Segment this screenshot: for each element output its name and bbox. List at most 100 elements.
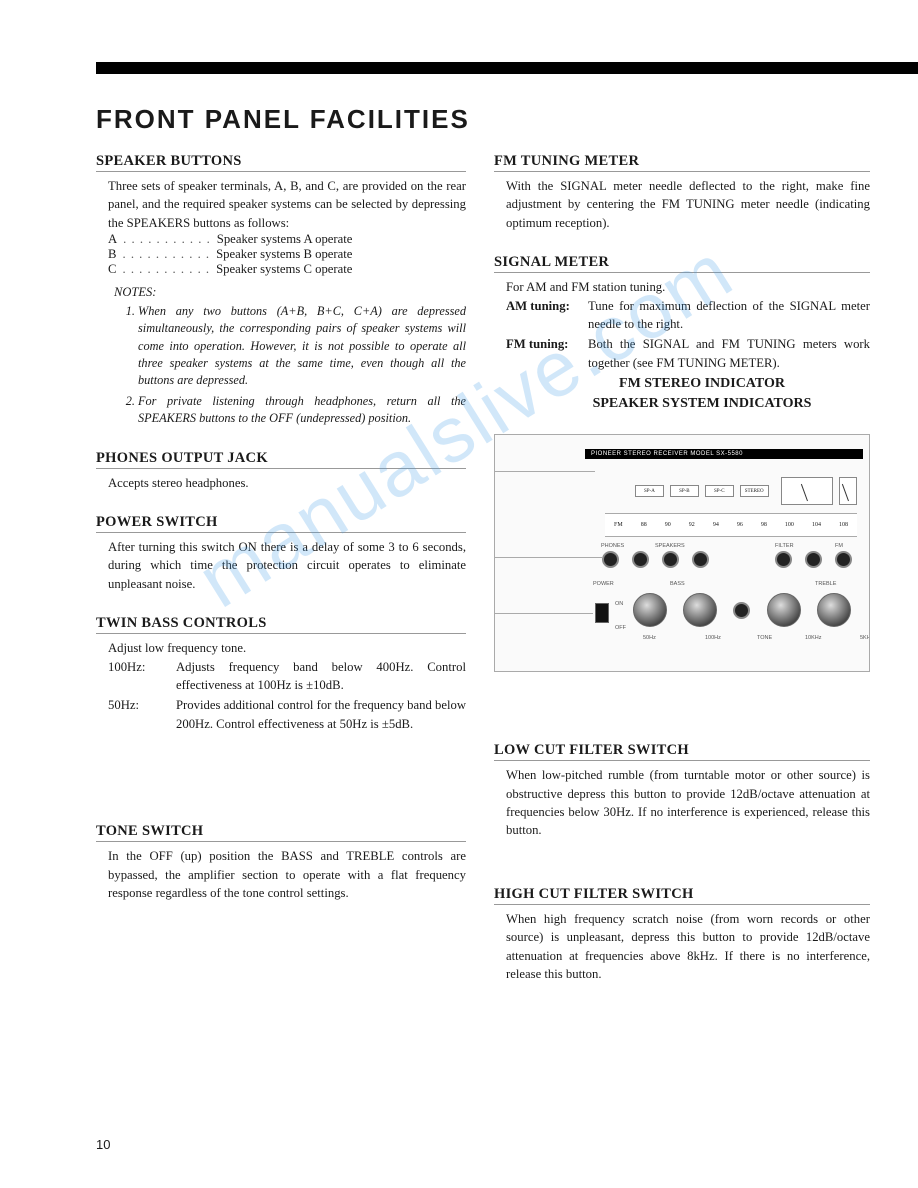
dial-label: FM bbox=[614, 522, 623, 528]
kv-val: Provides additional control for the freq… bbox=[176, 696, 466, 733]
section-fm-tuning: FM TUNING METER With the SIGNAL meter ne… bbox=[494, 153, 870, 232]
label-power: POWER bbox=[593, 581, 614, 587]
power-switch-icon bbox=[595, 603, 609, 623]
dial-tick: 100 bbox=[785, 522, 794, 528]
signal-meter-icon bbox=[781, 477, 833, 505]
note-1: When any two buttons (A+B, B+C, C+A) are… bbox=[138, 303, 466, 389]
kv-key: 100Hz: bbox=[108, 658, 166, 695]
dial-tick: 98 bbox=[761, 522, 767, 528]
dial-tick: 88 bbox=[641, 522, 647, 528]
body-low-cut: When low-pitched rumble (from turntable … bbox=[494, 766, 870, 840]
twin-bass-50hz: 50Hz: Provides additional control for th… bbox=[96, 696, 466, 733]
heading-high-cut: HIGH CUT FILTER SWITCH bbox=[494, 886, 870, 905]
small-knob-row bbox=[595, 551, 859, 568]
fm-tuning-row: FM tuning: Both the SIGNAL and FM TUNING… bbox=[494, 335, 870, 372]
section-power: POWER SWITCH After turning this switch O… bbox=[96, 514, 466, 593]
label-speakers: SPEAKERS bbox=[655, 543, 685, 549]
tone-switch-icon bbox=[733, 602, 750, 619]
section-speaker-buttons: SPEAKER BUTTONS Three sets of speaker te… bbox=[96, 153, 466, 428]
speaker-btn-a bbox=[632, 551, 649, 568]
big-knob-row bbox=[625, 593, 859, 627]
indicator-sp-b: SP-B bbox=[670, 485, 699, 497]
fm-muting-btn bbox=[835, 551, 852, 568]
label-filter: FILTER bbox=[775, 543, 794, 549]
label-a: A bbox=[108, 232, 117, 247]
dots bbox=[122, 262, 210, 277]
treble-5khz-knob bbox=[817, 593, 851, 627]
label-b: B bbox=[108, 247, 116, 262]
heading-signal-meter: SIGNAL METER bbox=[494, 254, 870, 273]
dial-tick: 94 bbox=[713, 522, 719, 528]
treble-10khz-knob bbox=[767, 593, 801, 627]
body-fm-tuning: With the SIGNAL meter needle deflected t… bbox=[494, 177, 870, 232]
value-b: Speaker systems B operate bbox=[216, 247, 352, 262]
receiver-diagram: PIONEER STEREO RECEIVER MODEL SX-5580 SP… bbox=[494, 434, 870, 672]
kv-key: FM tuning: bbox=[506, 335, 578, 372]
indicator-row: SP-A SP-B SP-C STEREO bbox=[635, 479, 857, 503]
speaker-row-b: B Speaker systems B operate bbox=[96, 247, 466, 262]
leader-line bbox=[495, 613, 593, 614]
body-signal-meter: For AM and FM station tuning. bbox=[494, 278, 870, 296]
subheading-speaker-indicators: SPEAKER SYSTEM INDICATORS bbox=[534, 396, 870, 412]
dial-tick: 104 bbox=[812, 522, 821, 528]
left-column: SPEAKER BUTTONS Three sets of speaker te… bbox=[96, 153, 466, 1006]
section-phones: PHONES OUTPUT JACK Accepts stereo headph… bbox=[96, 450, 466, 492]
value-a: Speaker systems A operate bbox=[217, 232, 353, 247]
heading-low-cut: LOW CUT FILTER SWITCH bbox=[494, 742, 870, 761]
section-signal-meter: SIGNAL METER For AM and FM station tunin… bbox=[494, 254, 870, 412]
twin-bass-100hz: 100Hz: Adjusts frequency band below 400H… bbox=[96, 658, 466, 695]
section-high-cut: HIGH CUT FILTER SWITCH When high frequen… bbox=[494, 886, 870, 984]
am-tuning-row: AM tuning: Tune for maximum deflection o… bbox=[494, 297, 870, 334]
heading-phones: PHONES OUTPUT JACK bbox=[96, 450, 466, 469]
label-bass: BASS bbox=[670, 581, 685, 587]
heading-twin-bass: TWIN BASS CONTROLS bbox=[96, 615, 466, 634]
top-rule bbox=[96, 62, 918, 74]
label-on: ON bbox=[615, 601, 623, 607]
body-high-cut: When high frequency scratch noise (from … bbox=[494, 910, 870, 984]
bass-50hz-knob bbox=[633, 593, 667, 627]
kv-key: AM tuning: bbox=[506, 297, 578, 334]
label-phones: PHONES bbox=[601, 543, 624, 549]
body-speaker-buttons: Three sets of speaker terminals, A, B, a… bbox=[96, 177, 466, 232]
heading-speaker-buttons: SPEAKER BUTTONS bbox=[96, 153, 466, 172]
kv-val: Both the SIGNAL and FM TUNING meters wor… bbox=[588, 335, 870, 372]
filter-high-btn bbox=[805, 551, 822, 568]
section-tone-switch: TONE SWITCH In the OFF (up) position the… bbox=[96, 823, 466, 902]
phones-jack-icon bbox=[602, 551, 619, 568]
right-column: FM TUNING METER With the SIGNAL meter ne… bbox=[494, 153, 870, 1006]
section-twin-bass: TWIN BASS CONTROLS Adjust low frequency … bbox=[96, 615, 466, 733]
sub-50hz: 50Hz bbox=[643, 635, 656, 641]
dial-tick: 90 bbox=[665, 522, 671, 528]
dial-tick: 96 bbox=[737, 522, 743, 528]
heading-power: POWER SWITCH bbox=[96, 514, 466, 533]
kv-val: Adjusts frequency band below 400Hz. Cont… bbox=[176, 658, 466, 695]
bass-100hz-knob bbox=[683, 593, 717, 627]
value-c: Speaker systems C operate bbox=[216, 262, 352, 277]
speaker-btn-b bbox=[662, 551, 679, 568]
body-twin-bass: Adjust low frequency tone. bbox=[96, 639, 466, 657]
speaker-row-c: C Speaker systems C operate bbox=[96, 262, 466, 277]
heading-fm-tuning: FM TUNING METER bbox=[494, 153, 870, 172]
leader-line bbox=[495, 471, 595, 472]
kv-key: 50Hz: bbox=[108, 696, 166, 733]
body-power: After turning this switch ON there is a … bbox=[96, 538, 466, 593]
speaker-row-a: A Speaker systems A operate bbox=[96, 232, 466, 247]
tuning-dial: FM 88 90 92 94 96 98 100 104 108 bbox=[605, 513, 857, 537]
kv-val: Tune for maximum deflection of the SIGNA… bbox=[588, 297, 870, 334]
notes-list: When any two buttons (A+B, B+C, C+A) are… bbox=[96, 303, 466, 427]
leader-line bbox=[495, 557, 603, 558]
body-phones: Accepts stereo headphones. bbox=[96, 474, 466, 492]
tuning-meter-icon bbox=[839, 477, 857, 505]
label-c: C bbox=[108, 262, 116, 277]
indicator-sp-c: SP-C bbox=[705, 485, 734, 497]
filter-low-btn bbox=[775, 551, 792, 568]
sub-tone: TONE bbox=[757, 635, 772, 641]
sub-5khz: 5KHz bbox=[860, 635, 870, 641]
dots bbox=[123, 232, 211, 247]
sub-10khz: 10KHz bbox=[805, 635, 822, 641]
two-column-layout: SPEAKER BUTTONS Three sets of speaker te… bbox=[96, 153, 870, 1006]
body-tone-switch: In the OFF (up) position the BASS and TR… bbox=[96, 847, 466, 902]
page-title: FRONT PANEL FACILITIES bbox=[96, 104, 870, 135]
label-treble: TREBLE bbox=[815, 581, 836, 587]
notes-heading: NOTES: bbox=[114, 285, 466, 300]
